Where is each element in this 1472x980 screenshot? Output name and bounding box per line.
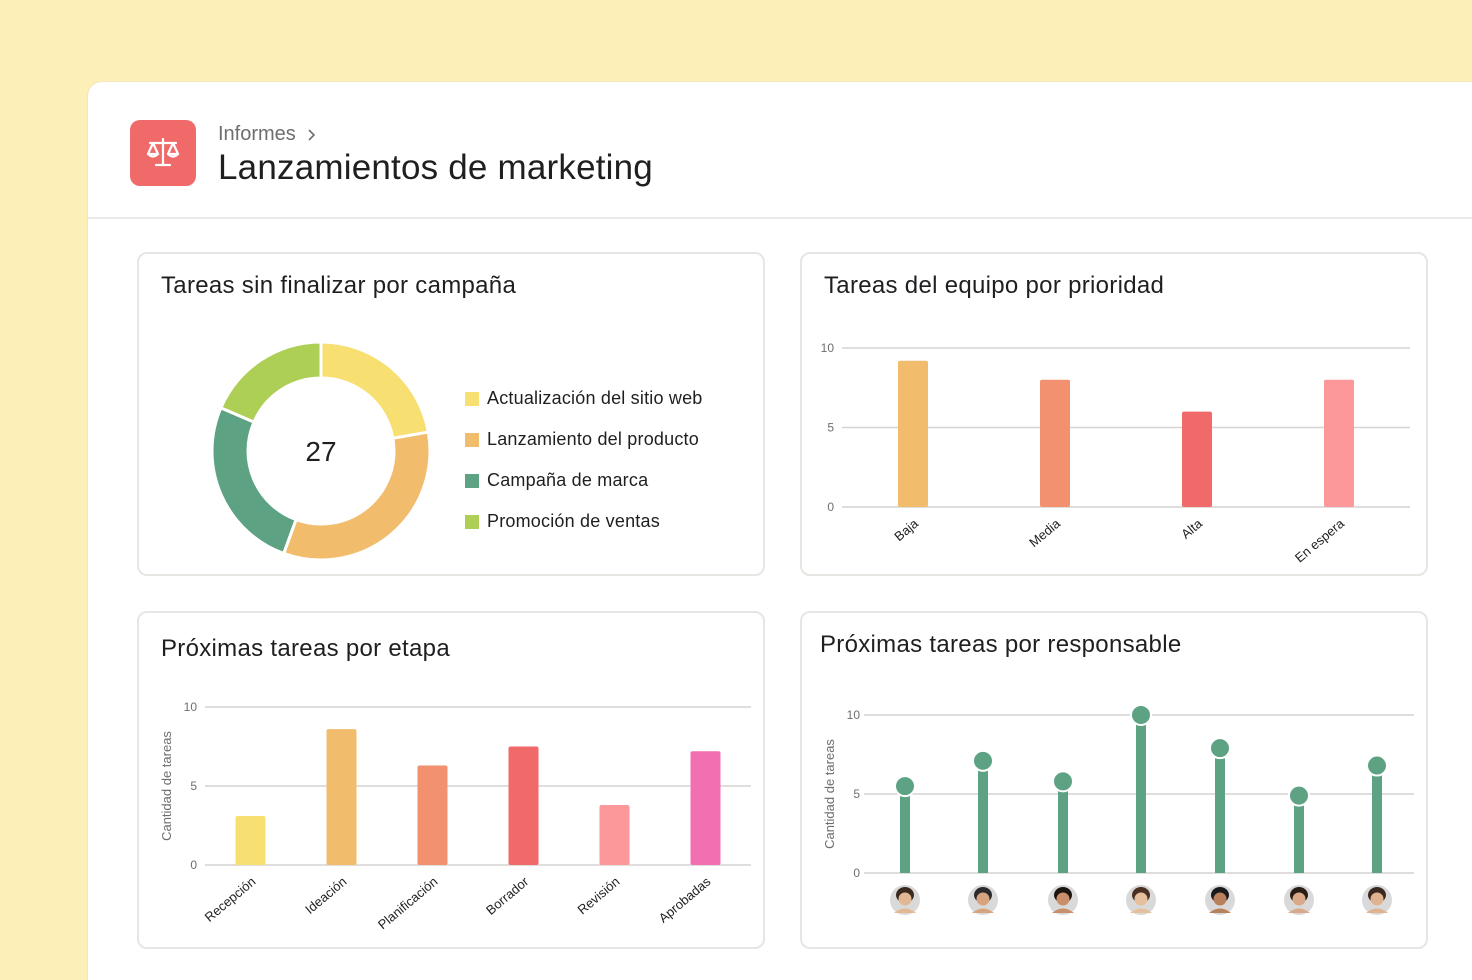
legend-item: Lanzamiento del producto [465,419,703,460]
scales-icon [146,137,180,167]
avatar[interactable] [1284,885,1314,915]
card-assignee[interactable]: Próximas tareas por responsable 0 5 10 Cant… [800,611,1428,949]
donut-slice[interactable] [218,340,323,425]
avatar[interactable] [968,885,998,915]
y-tick-label: 0 [190,858,197,872]
y-tick-label: 5 [853,787,860,801]
report-window: Informes Lanzamientos de marketing Tarea… [88,82,1472,980]
y-tick-label: 10 [847,708,861,722]
x-tick-label: En espera [1292,515,1348,565]
legend-item: Promoción de ventas [465,501,703,542]
lollipop-point[interactable] [972,749,994,772]
priority-bar-chart: 0 5 10 Baja Media Alta En espera [821,341,1410,565]
legend-swatch [465,432,479,447]
assignee-lollipop-chart: 0 5 10 Cantidad de tareas [822,704,1414,915]
avatar[interactable] [1048,885,1078,915]
legend-item: Campaña de marca [465,460,703,501]
lollipop-stem [1294,795,1304,873]
legend-label: Campaña de marca [487,470,649,490]
legend-label: Lanzamiento del producto [487,429,699,449]
chart-legend: Actualización del sitio web Lanzamiento d… [465,378,703,542]
card-campaign[interactable]: Tareas sin finalizar por campaña 27 Actu… [137,252,765,576]
bar[interactable] [508,746,539,866]
project-icon[interactable] [130,120,196,186]
y-tick-label: 10 [821,341,835,355]
y-tick-label: 0 [827,500,834,514]
legend-swatch [465,391,479,406]
donut-slice[interactable] [281,430,432,562]
x-tick-label: Media [1026,515,1063,550]
legend-label: Actualización del sitio web [487,388,703,408]
lollipop-stem [978,760,988,873]
y-axis-label: Cantidad de tareas [159,731,174,841]
bar[interactable] [417,765,448,865]
lollipop-point[interactable] [1288,784,1310,807]
lollipop-stem [1372,765,1382,873]
bar[interactable] [690,751,721,865]
avatar[interactable] [890,885,920,915]
lollipop-point[interactable] [1209,737,1231,760]
card-title: Tareas del equipo por prioridad [824,272,1165,299]
donut-center-label: 27 [305,436,336,467]
bar[interactable] [898,360,928,507]
card-title: Próximas tareas por responsable [820,631,1182,658]
bar[interactable] [1182,411,1212,507]
bar[interactable] [326,729,357,865]
lollipop-stem [1215,748,1225,873]
stage-bar-chart: 0 5 10 Cantidad de tareas Recepción Ideación P… [159,700,751,932]
bar[interactable] [1324,379,1354,507]
y-tick-label: 5 [827,421,834,435]
breadcrumb: Informes [218,123,316,146]
bar[interactable] [1040,379,1070,507]
legend-swatch [465,473,479,488]
lollipop-stem [1058,781,1068,873]
donut-chart: 27 [210,340,432,562]
y-tick-label: 5 [190,779,197,793]
breadcrumb-link[interactable]: Informes [218,123,296,145]
card-title: Tareas sin finalizar por campaña [161,272,517,299]
lollipop-stem [1136,715,1146,873]
x-tick-label: Ideación [302,874,349,917]
avatar[interactable] [1205,885,1235,915]
card-stage[interactable]: Próximas tareas por etapa 0 5 10 Cantidad d… [137,611,765,949]
page-header: Informes Lanzamientos de marketing [88,82,1472,219]
lollipop-point[interactable] [1366,754,1388,777]
y-axis-label: Cantidad de tareas [822,739,837,849]
bar[interactable] [235,816,266,865]
x-tick-label: Planificación [375,874,441,932]
legend-swatch [465,514,479,529]
y-tick-label: 0 [853,866,860,880]
avatar[interactable] [1362,885,1392,915]
x-tick-label: Recepción [202,874,259,925]
x-tick-label: Alta [1178,515,1205,541]
lollipop-stem [900,786,910,873]
legend-label: Promoción de ventas [487,511,660,531]
bar[interactable] [599,804,630,865]
legend-item: Actualización del sitio web [465,378,703,419]
card-title: Próximas tareas por etapa [161,635,450,662]
avatar[interactable] [1126,885,1156,915]
page-title: Lanzamientos de marketing [218,148,653,187]
x-tick-label: Revisión [575,874,623,918]
donut-slice[interactable] [210,405,298,556]
donut-slice[interactable] [319,340,431,441]
lollipop-point[interactable] [1052,770,1074,793]
card-priority[interactable]: Tareas del equipo por prioridad 0 5 10 Baja… [800,252,1428,576]
x-tick-label: Borrador [483,873,532,917]
x-tick-label: Baja [891,515,921,544]
chevron-right-icon [308,128,315,141]
lollipop-point[interactable] [894,775,916,798]
y-tick-label: 10 [184,700,198,714]
x-tick-label: Aprobadas [656,873,714,925]
lollipop-point[interactable] [1130,704,1152,726]
